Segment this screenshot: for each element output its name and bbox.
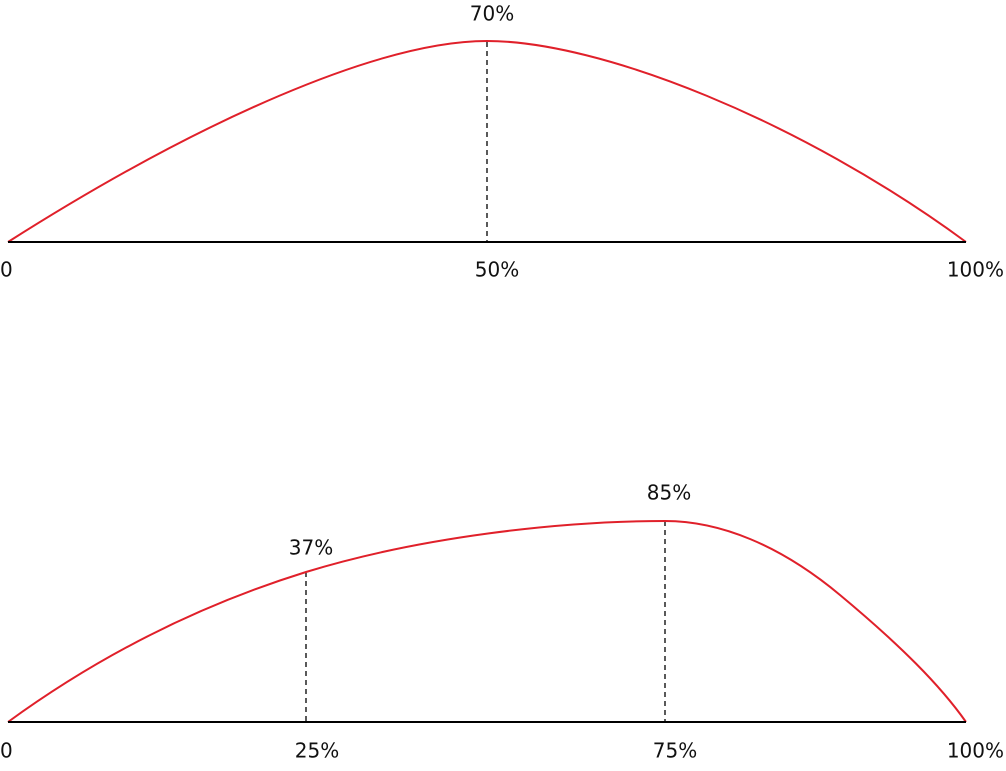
curve <box>7 39 967 243</box>
axis-label: 100% <box>947 258 1004 282</box>
peak-label: 37% <box>289 536 333 560</box>
axis-label: 100% <box>947 739 1004 763</box>
axis-label: 50% <box>475 258 519 282</box>
bottom-diagram: 37% 85% 0 25% 75% 100% <box>0 481 1004 763</box>
peak-label: 70% <box>470 2 514 26</box>
peak-label: 85% <box>647 481 691 505</box>
axis-label: 25% <box>295 739 339 763</box>
curve <box>7 519 967 723</box>
axis-label: 0 <box>0 258 13 282</box>
axis-label: 0 <box>0 739 13 763</box>
axis-label: 75% <box>653 739 697 763</box>
top-diagram: 70% 0 50% 100% <box>0 2 1004 282</box>
